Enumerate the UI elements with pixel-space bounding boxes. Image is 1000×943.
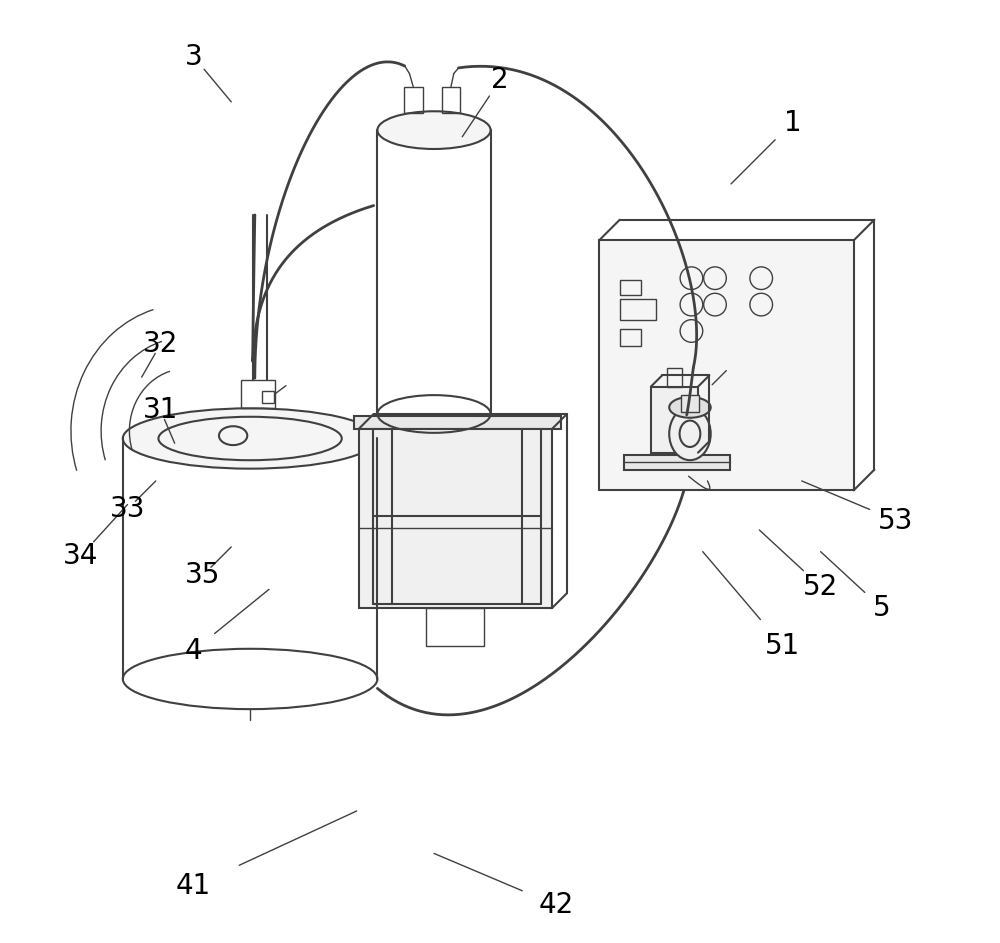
Ellipse shape xyxy=(669,397,711,418)
Bar xyxy=(262,391,274,403)
Text: 35: 35 xyxy=(185,561,221,589)
Text: 31: 31 xyxy=(143,396,178,424)
Bar xyxy=(241,380,275,408)
Text: 53: 53 xyxy=(878,506,914,535)
Ellipse shape xyxy=(123,408,377,469)
Bar xyxy=(681,395,699,412)
Ellipse shape xyxy=(669,407,711,460)
Bar xyxy=(404,87,423,113)
Bar xyxy=(620,299,656,320)
Text: 51: 51 xyxy=(765,632,801,660)
Bar xyxy=(620,329,641,346)
Bar xyxy=(667,368,682,387)
Text: 32: 32 xyxy=(143,330,178,358)
Text: 34: 34 xyxy=(63,542,98,571)
Bar xyxy=(359,429,552,608)
Text: 41: 41 xyxy=(176,872,211,901)
Text: 3: 3 xyxy=(185,42,202,71)
Text: 1: 1 xyxy=(784,108,801,137)
Text: 4: 4 xyxy=(185,637,202,665)
Bar xyxy=(599,240,854,490)
Bar xyxy=(354,416,561,429)
Text: 33: 33 xyxy=(110,495,145,523)
Text: 52: 52 xyxy=(803,572,838,601)
Bar xyxy=(426,608,484,646)
Bar xyxy=(620,280,641,295)
Ellipse shape xyxy=(377,111,491,149)
Bar xyxy=(624,455,730,470)
Bar xyxy=(442,87,460,113)
Text: 2: 2 xyxy=(491,66,509,94)
Text: 42: 42 xyxy=(539,891,574,919)
Text: 5: 5 xyxy=(873,594,891,622)
Bar xyxy=(651,387,698,453)
